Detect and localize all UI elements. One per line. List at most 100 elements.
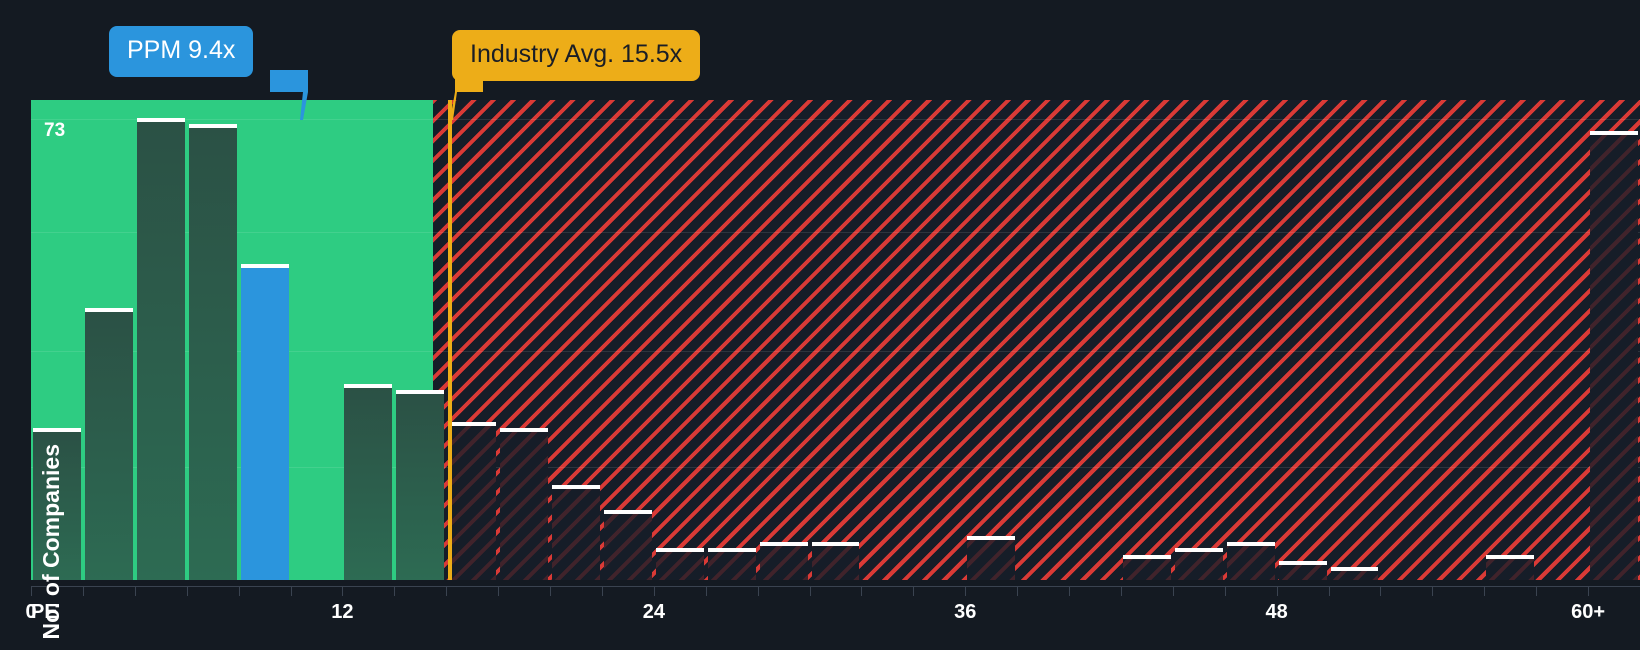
bar-cap xyxy=(136,118,185,122)
bar-cap xyxy=(655,548,704,552)
bar-hatch xyxy=(967,540,1016,580)
x-tick xyxy=(861,586,863,596)
x-tick xyxy=(238,586,240,596)
x-tick xyxy=(1536,586,1538,596)
bar-cap xyxy=(552,485,600,489)
x-axis-line xyxy=(31,586,1640,587)
industry-average-line xyxy=(448,100,452,580)
bar-hatch xyxy=(707,552,756,580)
bar[interactable] xyxy=(811,542,860,580)
bar-cap xyxy=(500,428,549,432)
bar-series xyxy=(31,100,1640,580)
x-tick xyxy=(342,586,344,596)
bar-cap xyxy=(1122,555,1171,559)
x-tick xyxy=(1432,586,1434,596)
bar-cap xyxy=(1330,567,1379,571)
bar-body xyxy=(655,552,704,580)
bar-cap xyxy=(811,542,860,546)
bar[interactable] xyxy=(240,264,289,580)
bar-body xyxy=(500,432,549,580)
bar[interactable] xyxy=(188,124,237,580)
bar[interactable] xyxy=(500,428,549,580)
x-tick xyxy=(705,586,707,596)
bar[interactable] xyxy=(759,542,808,580)
x-tick xyxy=(1017,586,1019,596)
bar-body xyxy=(1486,559,1535,580)
bar[interactable] xyxy=(603,510,652,580)
bar[interactable] xyxy=(1122,555,1171,580)
bar-body xyxy=(1278,565,1327,580)
bar-body xyxy=(811,546,860,580)
bar-body xyxy=(1174,552,1223,580)
plot-area xyxy=(31,100,1640,580)
bar-body xyxy=(759,546,808,580)
bar[interactable] xyxy=(1330,567,1379,580)
industry-callout-label: Industry Avg. 15.5x xyxy=(470,40,683,68)
ppm-callout-tail xyxy=(270,70,308,120)
x-tick xyxy=(1380,586,1382,596)
bar-body xyxy=(552,489,600,580)
y-axis-title: No. of Companies xyxy=(38,444,64,640)
bar-hatch xyxy=(1590,135,1638,580)
bar[interactable] xyxy=(84,308,133,580)
bar-hatch xyxy=(603,514,652,580)
x-tick xyxy=(653,586,655,596)
ppm-callout[interactable]: PPM 9.4x xyxy=(109,26,254,78)
bar[interactable] xyxy=(655,548,704,580)
bar-body xyxy=(707,552,756,580)
zone-overvalued xyxy=(433,100,1640,580)
bar-hatch xyxy=(1174,552,1223,580)
bar-body xyxy=(1330,571,1379,580)
bar-body xyxy=(967,540,1016,580)
x-tick-label: 48 xyxy=(1265,601,1288,623)
bar[interactable] xyxy=(33,428,81,580)
x-tick xyxy=(1172,586,1174,596)
x-tick xyxy=(31,586,32,596)
bar-cap xyxy=(1486,555,1535,559)
industry-callout[interactable]: Industry Avg. 15.5x xyxy=(452,30,701,82)
bar-cap xyxy=(33,428,81,432)
bar[interactable] xyxy=(1226,542,1275,580)
bar-hatch xyxy=(1330,571,1379,580)
bar[interactable] xyxy=(707,548,756,580)
bar-cap xyxy=(396,390,445,394)
bar[interactable] xyxy=(967,536,1016,580)
x-tick xyxy=(1069,586,1071,596)
bar-cap xyxy=(967,536,1016,540)
x-tick-label: 12 xyxy=(331,601,354,623)
bar[interactable] xyxy=(396,390,445,580)
bar[interactable] xyxy=(136,118,185,580)
bar-cap xyxy=(344,384,393,388)
bar-cap xyxy=(448,422,497,426)
bar-body xyxy=(136,122,185,580)
x-tick-label: 36 xyxy=(954,601,977,623)
ppm-callout-label: PPM 9.4x xyxy=(127,36,236,64)
bar-hatch xyxy=(500,432,549,580)
bar-body xyxy=(188,128,237,580)
x-tick-label: 60+ xyxy=(1571,601,1606,623)
x-tick xyxy=(1120,586,1122,596)
x-tick xyxy=(446,586,448,596)
bar[interactable] xyxy=(344,384,393,580)
bar[interactable] xyxy=(552,485,600,580)
bar-body xyxy=(344,388,393,580)
bar-body xyxy=(33,432,81,580)
bar[interactable] xyxy=(448,422,497,580)
bar[interactable] xyxy=(1590,131,1638,580)
bar-hatch xyxy=(759,546,808,580)
bar-body xyxy=(1226,546,1275,580)
x-tick xyxy=(550,586,552,596)
bar-cap xyxy=(603,510,652,514)
x-tick xyxy=(809,586,811,596)
bar-cap xyxy=(1590,131,1638,135)
bar[interactable] xyxy=(1278,561,1327,580)
x-tick xyxy=(601,586,603,596)
x-tick-label: 24 xyxy=(642,601,665,623)
bar-body xyxy=(84,312,133,580)
bar[interactable] xyxy=(1486,555,1535,580)
bar-cap xyxy=(1278,561,1327,565)
industry-callout-tail xyxy=(450,70,483,120)
bar[interactable] xyxy=(1174,548,1223,580)
bar-cap xyxy=(240,264,289,268)
